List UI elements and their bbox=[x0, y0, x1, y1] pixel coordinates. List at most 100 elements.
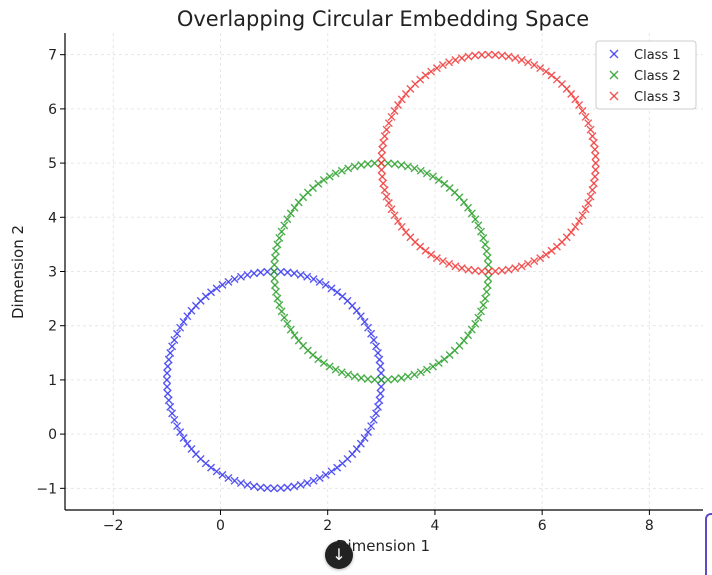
data-point bbox=[547, 71, 556, 80]
data-point bbox=[504, 265, 513, 274]
data-point bbox=[314, 355, 323, 364]
data-point bbox=[350, 372, 359, 381]
data-point bbox=[273, 294, 282, 303]
data-point bbox=[163, 369, 172, 378]
data-point bbox=[280, 221, 289, 230]
data-point bbox=[376, 389, 385, 398]
data-point bbox=[421, 246, 430, 255]
data-point bbox=[236, 272, 245, 281]
data-point bbox=[457, 264, 466, 273]
data-point bbox=[524, 58, 533, 67]
data-point bbox=[410, 370, 419, 379]
data-point bbox=[403, 372, 412, 381]
data-point bbox=[270, 253, 279, 262]
data-point bbox=[590, 172, 599, 181]
data-point bbox=[432, 254, 441, 263]
data-point bbox=[438, 257, 447, 266]
data-point bbox=[333, 288, 342, 297]
data-point bbox=[428, 172, 437, 181]
data-point bbox=[511, 264, 520, 273]
data-point bbox=[530, 61, 539, 69]
data-point bbox=[467, 209, 476, 218]
data-point bbox=[370, 375, 379, 384]
data-point bbox=[384, 159, 393, 168]
data-point bbox=[390, 159, 399, 168]
data-point bbox=[375, 396, 384, 405]
data-point bbox=[263, 267, 272, 276]
data-point bbox=[338, 292, 347, 301]
data-point bbox=[179, 317, 188, 326]
data-point bbox=[581, 112, 590, 121]
data-point bbox=[390, 106, 399, 115]
data-point bbox=[218, 280, 227, 289]
data-point bbox=[360, 434, 369, 442]
data-point bbox=[451, 262, 460, 271]
data-point bbox=[428, 362, 437, 371]
data-point bbox=[250, 482, 258, 491]
data-point bbox=[524, 259, 533, 268]
data-point bbox=[367, 329, 376, 338]
data-point bbox=[325, 172, 334, 181]
data-point bbox=[590, 145, 599, 154]
data-point bbox=[280, 313, 289, 322]
data-point bbox=[384, 119, 393, 128]
data-point bbox=[187, 306, 196, 315]
data-point bbox=[321, 470, 330, 479]
data-point bbox=[331, 169, 340, 178]
data-point bbox=[350, 162, 359, 171]
data-point bbox=[344, 164, 353, 173]
data-point bbox=[173, 329, 182, 338]
data-point bbox=[483, 253, 492, 262]
data-point bbox=[547, 246, 556, 255]
data-point bbox=[166, 348, 175, 357]
data-point bbox=[589, 138, 598, 147]
data-point bbox=[356, 312, 365, 321]
data-point bbox=[438, 61, 447, 69]
data-point bbox=[163, 389, 172, 398]
y-axis-label: Dimension 2 bbox=[9, 225, 27, 319]
data-point bbox=[394, 101, 403, 109]
data-point bbox=[369, 336, 378, 344]
data-point bbox=[357, 161, 366, 170]
data-point bbox=[588, 132, 597, 141]
data-point bbox=[477, 267, 486, 276]
data-point bbox=[397, 222, 406, 231]
data-point bbox=[491, 267, 500, 276]
data-point bbox=[168, 409, 177, 418]
data-point bbox=[319, 175, 328, 184]
data-point bbox=[397, 373, 406, 382]
data-point bbox=[179, 434, 188, 442]
data-point bbox=[376, 362, 385, 371]
y-tick-label: 7 bbox=[48, 48, 57, 64]
data-point bbox=[584, 199, 593, 207]
data-point bbox=[578, 211, 587, 220]
data-point bbox=[477, 307, 486, 316]
data-point bbox=[384, 375, 393, 384]
data-point bbox=[445, 259, 454, 268]
data-point bbox=[434, 175, 443, 184]
data-point bbox=[471, 215, 480, 224]
data-point bbox=[542, 67, 550, 76]
data-point bbox=[367, 422, 376, 431]
data-point bbox=[481, 294, 490, 303]
scroll-down-button[interactable]: ↓ bbox=[325, 541, 353, 569]
x-tick-label: −2 bbox=[103, 518, 124, 534]
data-point bbox=[337, 166, 346, 175]
legend-label: Class 1 bbox=[634, 48, 681, 63]
data-point bbox=[286, 209, 295, 218]
arrow-down-icon: ↓ bbox=[332, 545, 346, 564]
x-tick-label: 2 bbox=[323, 518, 332, 534]
data-point bbox=[477, 227, 486, 236]
data-point bbox=[397, 161, 406, 170]
axes-layer: −2 0 2 4 6 8 −1 0 1 2 3 4 5 6 7 bbox=[36, 33, 703, 534]
data-point bbox=[303, 272, 312, 281]
x-tick-label: 0 bbox=[216, 518, 225, 534]
data-point bbox=[445, 183, 454, 192]
data-point bbox=[331, 365, 340, 374]
y-tick-label: 3 bbox=[48, 265, 57, 281]
data-point bbox=[536, 254, 545, 263]
data-point bbox=[571, 95, 580, 104]
data-point bbox=[230, 275, 239, 284]
data-point bbox=[218, 470, 227, 479]
legend: Class 1 Class 2 Class 3 bbox=[595, 40, 697, 110]
